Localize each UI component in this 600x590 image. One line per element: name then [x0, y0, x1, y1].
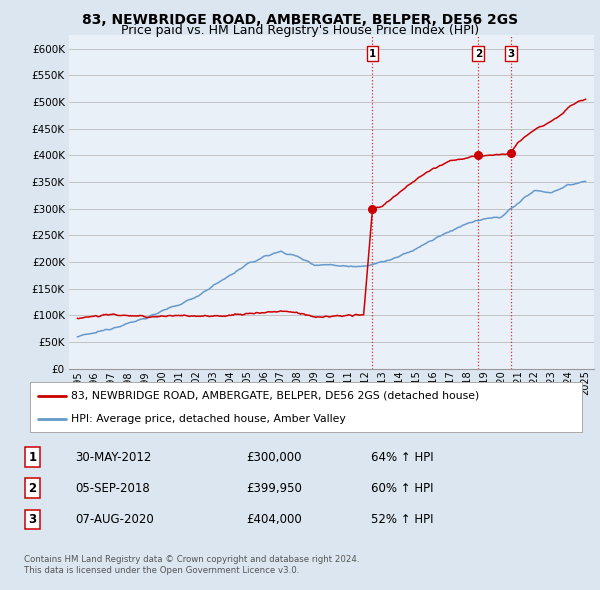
Text: 2: 2 — [475, 49, 482, 59]
Text: £404,000: £404,000 — [246, 513, 302, 526]
Text: £399,950: £399,950 — [246, 481, 302, 495]
Text: 83, NEWBRIDGE ROAD, AMBERGATE, BELPER, DE56 2GS: 83, NEWBRIDGE ROAD, AMBERGATE, BELPER, D… — [82, 13, 518, 27]
Text: This data is licensed under the Open Government Licence v3.0.: This data is licensed under the Open Gov… — [24, 566, 299, 575]
Text: 30-MAY-2012: 30-MAY-2012 — [75, 451, 151, 464]
Text: 07-AUG-2020: 07-AUG-2020 — [75, 513, 154, 526]
Text: Contains HM Land Registry data © Crown copyright and database right 2024.: Contains HM Land Registry data © Crown c… — [24, 555, 359, 563]
Text: 1: 1 — [369, 49, 376, 59]
Text: 64% ↑ HPI: 64% ↑ HPI — [371, 451, 434, 464]
Text: 2: 2 — [28, 481, 37, 495]
Text: 52% ↑ HPI: 52% ↑ HPI — [371, 513, 434, 526]
Text: £300,000: £300,000 — [246, 451, 302, 464]
Text: 83, NEWBRIDGE ROAD, AMBERGATE, BELPER, DE56 2GS (detached house): 83, NEWBRIDGE ROAD, AMBERGATE, BELPER, D… — [71, 391, 479, 401]
Text: 3: 3 — [507, 49, 514, 59]
Text: 05-SEP-2018: 05-SEP-2018 — [75, 481, 150, 495]
Text: 60% ↑ HPI: 60% ↑ HPI — [371, 481, 434, 495]
Text: 3: 3 — [28, 513, 37, 526]
Text: Price paid vs. HM Land Registry's House Price Index (HPI): Price paid vs. HM Land Registry's House … — [121, 24, 479, 37]
Text: HPI: Average price, detached house, Amber Valley: HPI: Average price, detached house, Ambe… — [71, 414, 346, 424]
Text: 1: 1 — [28, 451, 37, 464]
